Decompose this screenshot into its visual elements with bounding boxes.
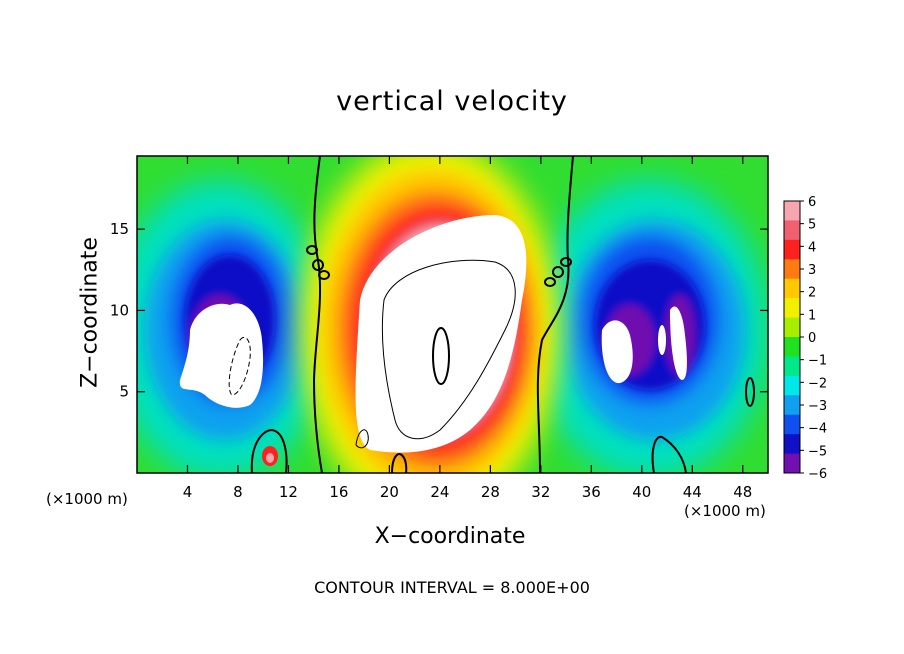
x-axis: 4 8 12 16 20 24 28 32 36 40 44 48 — [183, 156, 752, 501]
colorbar-label: −4 — [808, 422, 827, 437]
colorbar: 6 5 4 3 2 1 0 −1 −2 −3 −4 −5 −6 — [783, 195, 827, 482]
y-tick-label: 5 — [119, 383, 129, 401]
x-tick-label: 48 — [733, 483, 752, 501]
colorbar-swatch — [784, 395, 800, 416]
colorbar-label: 2 — [808, 286, 816, 301]
x-unit-label-left: (×1000 m) — [46, 490, 128, 508]
x-unit-label-right: (×1000 m) — [684, 502, 766, 520]
colorbar-swatch — [784, 239, 800, 260]
colorbar-swatch — [784, 337, 800, 357]
colorbar-label: 4 — [808, 240, 816, 255]
colorbar-swatch — [784, 259, 800, 280]
x-tick-label: 44 — [683, 483, 702, 501]
x-tick-label: 8 — [233, 483, 243, 501]
x-tick-label: 28 — [481, 483, 500, 501]
colorbar-label: −6 — [808, 467, 827, 482]
colorbar-label: −2 — [808, 376, 827, 391]
colorbar-label: −3 — [808, 399, 827, 414]
colorbar-swatch — [784, 375, 800, 396]
x-tick-label: 16 — [329, 483, 348, 501]
x-tick-label: 12 — [279, 483, 298, 501]
x-tick-label: 4 — [183, 483, 193, 501]
colorbar-label: −5 — [808, 444, 827, 459]
x-tick-label: 24 — [430, 483, 449, 501]
y-axis: 5 10 15 — [110, 220, 768, 401]
colorbar-label: 5 — [808, 218, 816, 233]
colorbar-swatch — [784, 453, 800, 474]
colorbar-label: 6 — [808, 195, 816, 210]
colorbar-label: −1 — [808, 354, 827, 369]
chart-title: vertical velocity — [336, 86, 568, 117]
x-axis-label: X−coordinate — [374, 524, 526, 549]
x-tick-label: 20 — [380, 483, 399, 501]
heatmap-field — [137, 156, 768, 473]
colorbar-swatch — [784, 356, 800, 377]
colorbar-label: 3 — [808, 263, 816, 278]
colorbar-swatch — [784, 298, 800, 319]
y-tick-label: 15 — [110, 220, 129, 238]
colorbar-swatch — [784, 278, 800, 299]
colorbar-swatch — [784, 414, 800, 435]
x-tick-label: 40 — [632, 483, 651, 501]
contour-interval-note: CONTOUR INTERVAL = 8.000E+00 — [314, 578, 590, 597]
colorbar-swatch — [784, 434, 800, 455]
colorbar-swatch — [784, 317, 800, 338]
y-tick-label: 10 — [110, 301, 129, 319]
y-axis-label: Z−coordinate — [77, 237, 103, 388]
x-tick-label: 32 — [531, 483, 550, 501]
plot-frame — [136, 155, 769, 474]
x-tick-label: 36 — [582, 483, 601, 501]
colorbar-swatch — [784, 201, 800, 221]
colorbar-swatch — [784, 220, 800, 241]
colorbar-label: 0 — [808, 331, 816, 346]
colorbar-label: 1 — [808, 308, 816, 323]
